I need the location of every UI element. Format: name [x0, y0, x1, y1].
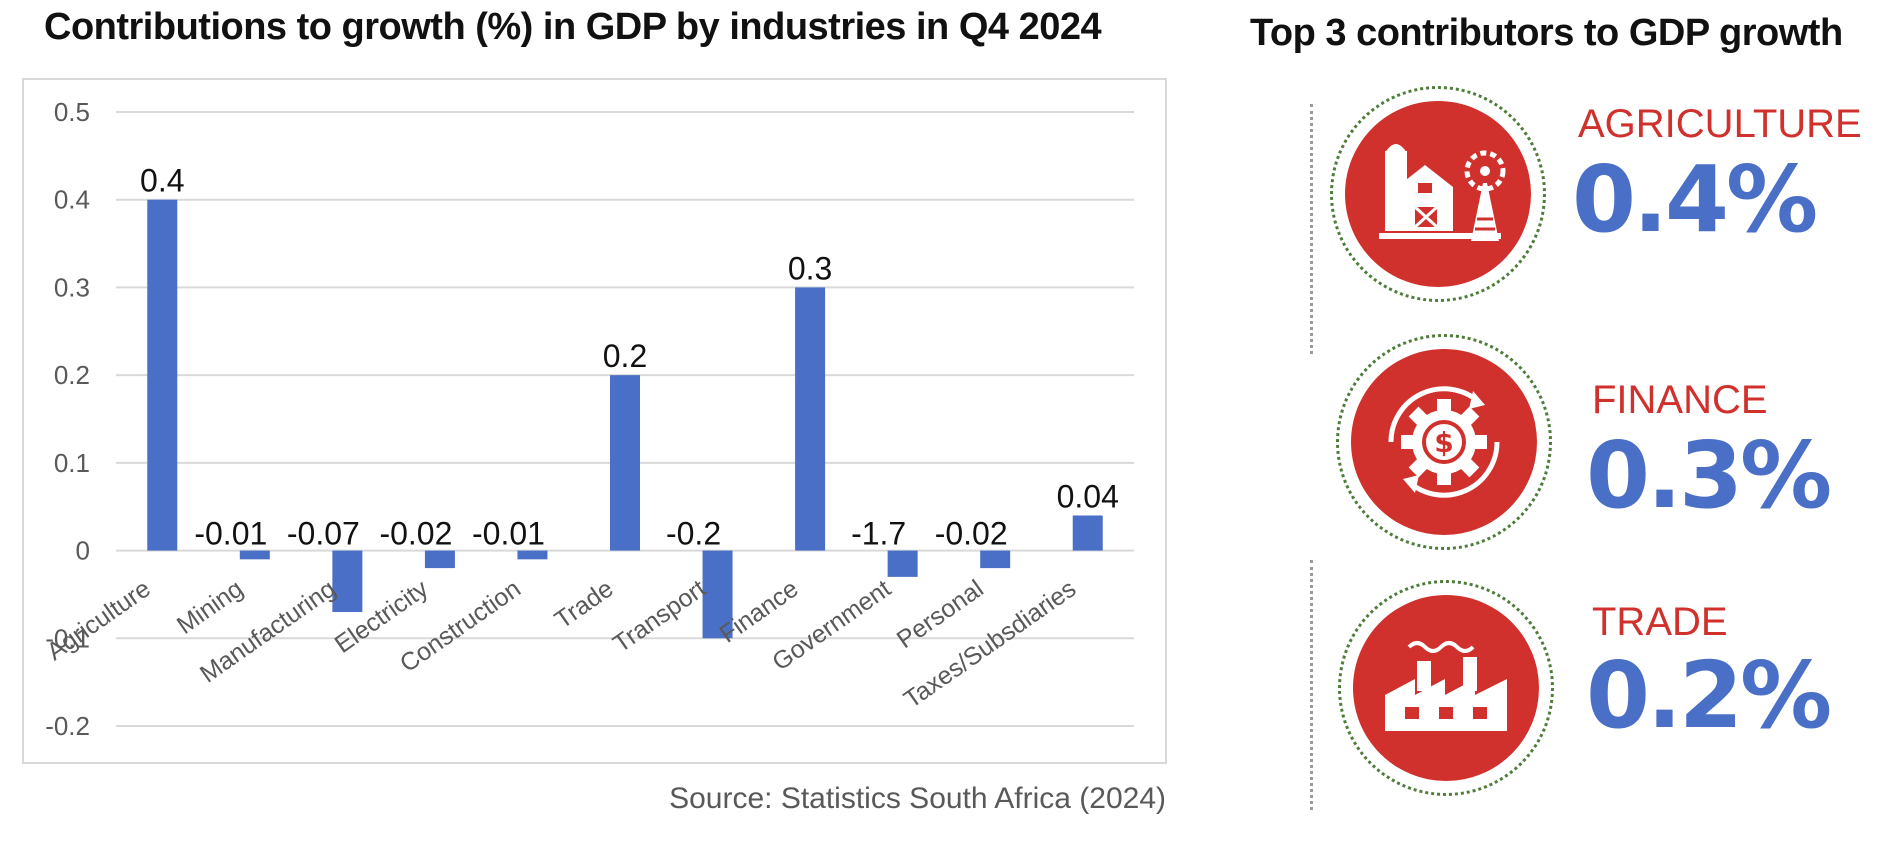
y-tick-label: 0.4: [54, 185, 90, 215]
data-label: -0.2: [666, 516, 721, 552]
contributor-value: 0.4%: [1572, 146, 1818, 253]
bar: [517, 550, 548, 560]
y-tick-label: 0.2: [54, 360, 90, 390]
bar: [980, 550, 1011, 569]
data-label: -0.02: [935, 516, 1008, 552]
data-label: -0.01: [472, 516, 545, 552]
bar: [147, 199, 178, 551]
source-note: Source: Statistics South Africa (2024): [669, 782, 1166, 815]
bar: [424, 550, 455, 569]
bar: [332, 550, 363, 612]
x-tick-label: Trade: [550, 575, 619, 635]
contributor-value: 0.2%: [1586, 642, 1832, 749]
bar: [702, 550, 733, 639]
divider-line-bottom: [1310, 560, 1313, 810]
trade-medal: [1338, 580, 1554, 796]
top-contributors-title: Top 3 contributors to GDP growth: [1250, 12, 1843, 54]
y-tick-label: 0.5: [54, 97, 90, 127]
contributor-name: FINANCE: [1592, 378, 1768, 422]
contributor-value: 0.3%: [1586, 422, 1832, 529]
finance-medal: $: [1336, 334, 1552, 550]
bar-chart-svg: 0.5 0.4 0.3 0.2 0.1 0 -0.1 -0.2 0.4 Agriculture -0…: [42, 97, 1134, 741]
chart-title: Contributions to growth (%) in GDP by in…: [44, 6, 1102, 48]
data-label: -0.07: [287, 516, 360, 552]
bar-chart: 0.5 0.4 0.3 0.2 0.1 0 -0.1 -0.2 0.4 Agriculture -0…: [22, 78, 1167, 764]
divider-line-top: [1310, 104, 1313, 354]
contributor-name: TRADE: [1592, 600, 1728, 644]
x-tick-label: Agriculture: [42, 575, 156, 666]
y-tick-label: 0.1: [54, 448, 90, 478]
finance-gear-icon: $: [1388, 386, 1500, 498]
data-label: 0.4: [140, 163, 184, 199]
data-label: -0.01: [194, 516, 267, 552]
data-label: 0.3: [788, 250, 832, 286]
data-label: 0.04: [1057, 478, 1119, 514]
bar: [1072, 515, 1103, 551]
data-label: -1.7: [851, 516, 906, 552]
x-tick-label: Transport: [608, 575, 711, 659]
y-tick-label: -0.1: [45, 623, 90, 653]
y-tick-label: -0.2: [45, 711, 90, 741]
y-tick-label: 0.3: [54, 272, 90, 302]
farm-icon: [1379, 144, 1506, 241]
bar: [610, 375, 640, 551]
y-tick-label: 0: [76, 536, 90, 566]
svg-text:$: $: [1434, 426, 1453, 459]
agriculture-medal: [1330, 86, 1546, 302]
bar: [887, 550, 918, 577]
factory-icon: [1385, 641, 1507, 731]
bar: [239, 550, 270, 560]
contributor-name: AGRICULTURE: [1578, 102, 1862, 146]
bar: [795, 287, 826, 551]
data-label: -0.02: [379, 516, 452, 552]
x-tick-label: Taxes/Subsdiaries: [899, 575, 1081, 714]
x-tick-label: Mining: [172, 575, 248, 640]
data-label: 0.2: [603, 338, 647, 374]
